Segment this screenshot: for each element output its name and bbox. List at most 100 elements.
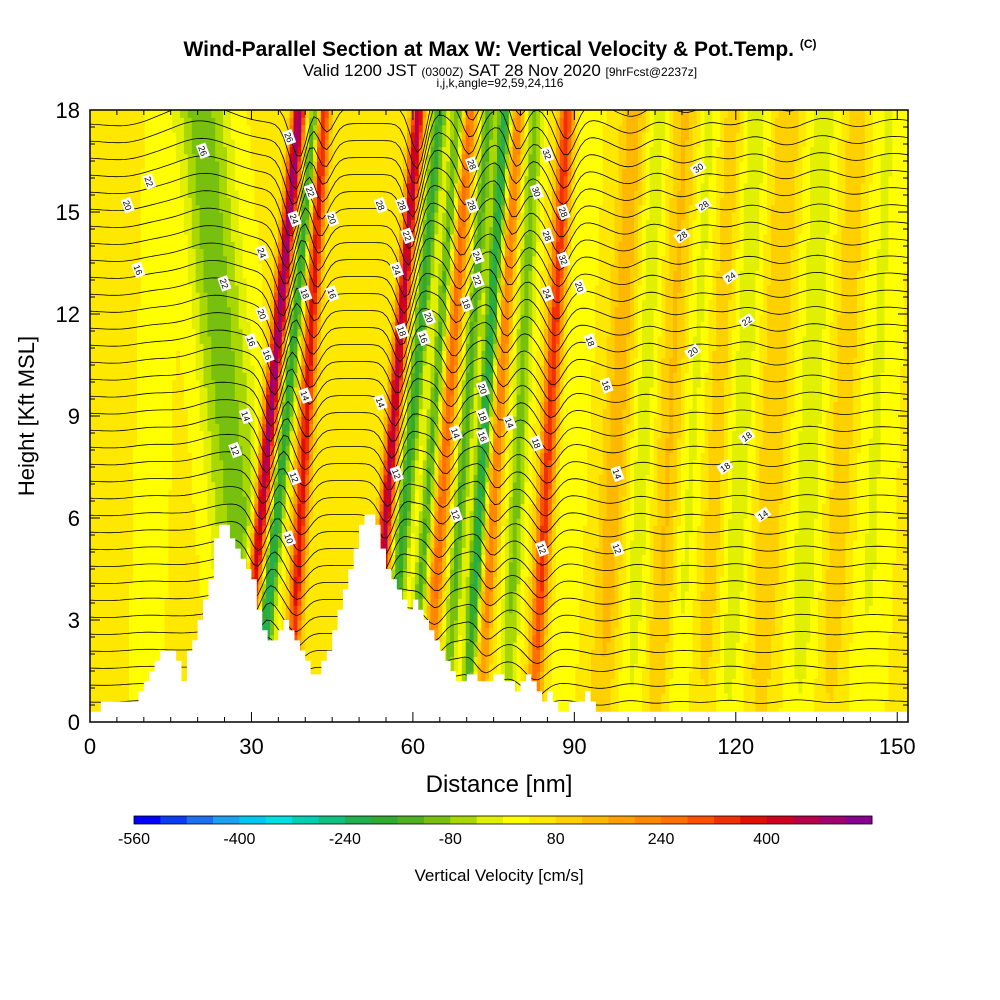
velocity-cell (172, 416, 189, 424)
velocity-cell (798, 481, 819, 490)
velocity-cell (438, 372, 443, 381)
velocity-cell (774, 620, 784, 628)
velocity-cell (465, 503, 475, 512)
velocity-cell (649, 576, 655, 585)
velocity-cell (485, 467, 490, 475)
velocity-cell (579, 627, 596, 636)
velocity-cell (532, 430, 541, 439)
velocity-cell (285, 590, 291, 599)
velocity-cell (457, 663, 463, 672)
velocity-cell (825, 641, 843, 650)
velocity-cell (759, 379, 764, 388)
velocity-cell (798, 445, 819, 453)
velocity-cell (516, 430, 525, 439)
velocity-cell (665, 663, 674, 672)
velocity-cell (258, 386, 263, 395)
velocity-cell (551, 569, 557, 577)
velocity-cell (414, 416, 420, 424)
velocity-cell (391, 496, 396, 504)
velocity-cell (532, 496, 537, 504)
velocity-cell (798, 488, 819, 497)
velocity-cell (199, 590, 216, 599)
velocity-cell (634, 423, 639, 432)
velocity-cell (407, 474, 412, 483)
velocity-cell (176, 350, 181, 359)
velocity-cell (794, 532, 815, 541)
velocity-cell (544, 561, 549, 570)
velocity-cell (489, 488, 494, 497)
velocity-cell (818, 627, 827, 636)
velocity-cell (450, 488, 455, 497)
velocity-cell (387, 459, 392, 468)
velocity-cell (501, 627, 506, 636)
velocity-cell (195, 350, 205, 359)
velocity-cell (665, 496, 670, 504)
velocity-cell (579, 612, 596, 621)
velocity-cell (301, 496, 306, 504)
velocity-cell (653, 365, 659, 373)
velocity-cell (493, 401, 498, 410)
velocity-cell (274, 518, 279, 526)
velocity-cell (520, 488, 525, 497)
velocity-cell (391, 394, 400, 402)
velocity-cell (301, 459, 306, 468)
velocity-cell (622, 583, 631, 592)
velocity-cell (485, 401, 490, 410)
velocity-cell (207, 423, 220, 432)
velocity-cell (446, 554, 451, 563)
velocity-cell (669, 459, 678, 468)
velocity-cell (653, 547, 662, 555)
velocity-cell (399, 481, 404, 490)
velocity-cell (414, 350, 420, 359)
velocity-cell (724, 569, 729, 577)
velocity-cell (391, 488, 396, 497)
velocity-cell (434, 416, 439, 424)
velocity-cell (704, 372, 713, 381)
velocity-cell (872, 386, 882, 395)
velocity-cell (520, 649, 529, 657)
velocity-cell (414, 590, 420, 599)
velocity-cell (755, 692, 768, 701)
velocity-cell (489, 437, 494, 446)
velocity-cell (630, 569, 643, 577)
velocity-cell (250, 474, 255, 483)
velocity-cell (215, 510, 228, 519)
velocity-cell (301, 503, 306, 512)
velocity-cell (442, 350, 447, 359)
velocity-cell (696, 430, 706, 439)
velocity-cell (712, 394, 725, 402)
velocity-cell (540, 649, 545, 657)
velocity-cell (473, 452, 479, 461)
velocity-cell (735, 656, 745, 665)
velocity-cell (731, 430, 749, 439)
velocity-cell (383, 503, 388, 512)
velocity-cell (532, 576, 537, 585)
velocity-cell (630, 474, 635, 483)
velocity-cell (700, 590, 717, 599)
velocity-cell (649, 386, 659, 395)
velocity-cell (763, 372, 788, 381)
velocity-cell (172, 481, 193, 490)
velocity-cell (653, 437, 659, 446)
velocity-cell (469, 488, 475, 497)
velocity-cell (90, 663, 130, 672)
velocity-cell (516, 437, 522, 446)
velocity-cell (778, 532, 788, 541)
velocity-cell (289, 569, 295, 577)
velocity-cell (849, 467, 858, 475)
velocity-cell (301, 357, 306, 366)
velocity-cell (438, 437, 443, 446)
velocity-cell (821, 386, 831, 395)
velocity-cell (426, 430, 432, 439)
velocity-cell (477, 671, 482, 679)
velocity-cell (790, 488, 799, 497)
velocity-cell (888, 663, 908, 672)
velocity-cell (266, 423, 271, 432)
velocity-cell (211, 467, 224, 475)
velocity-cell (454, 401, 459, 410)
velocity-cell (461, 561, 471, 570)
velocity-cell (555, 459, 561, 468)
velocity-cell (442, 583, 447, 592)
velocity-cell (399, 583, 404, 592)
velocity-cell (731, 488, 749, 497)
